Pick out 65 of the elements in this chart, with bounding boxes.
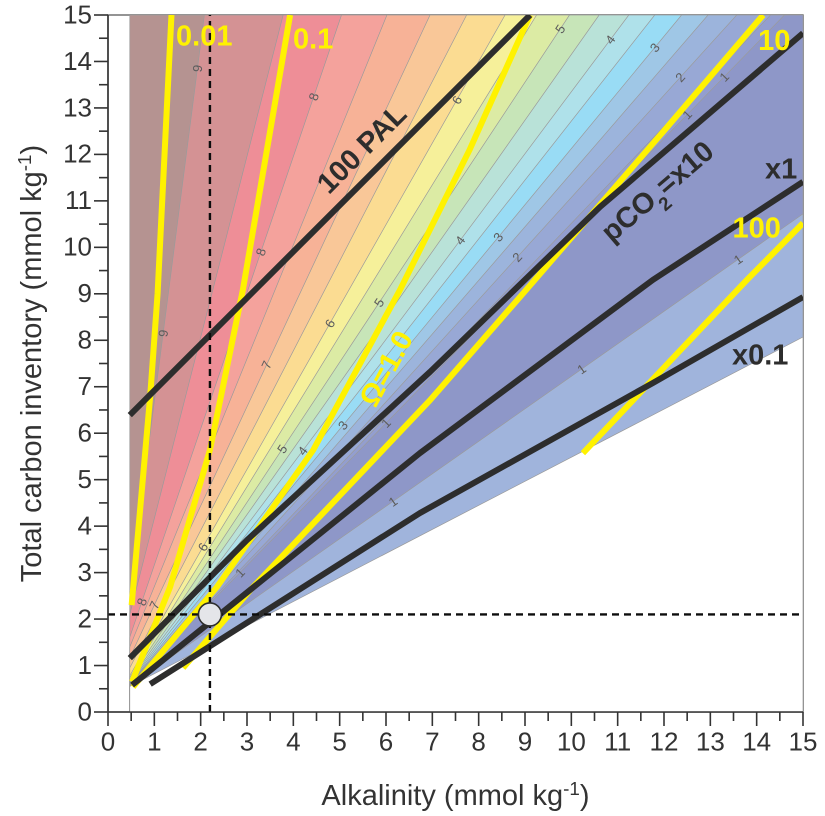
annotation: 0.01 <box>176 20 232 52</box>
x-axis-title: Alkalinity (mmol kg$^{-1}$) <box>321 778 590 812</box>
annotation: 6 <box>194 540 212 554</box>
annotation: 5 <box>370 296 388 310</box>
x-tick-label: 13 <box>696 726 725 756</box>
annotation: 4 <box>602 32 618 48</box>
annotation: 8 <box>306 90 322 103</box>
annotation: 0.1 <box>293 24 334 56</box>
x-tick-label: 1 <box>147 726 162 756</box>
y-tick-label: 1 <box>78 650 92 680</box>
x-tick-label: 8 <box>471 726 486 756</box>
annotation: 10 <box>758 24 790 57</box>
y-tick-label: 2 <box>78 603 92 634</box>
y-tick-label: 8 <box>78 324 92 355</box>
y-tick-label: 13 <box>63 92 92 122</box>
annotation: 1 <box>386 493 400 510</box>
y-tick-label: 10 <box>63 232 92 262</box>
annotation: 2 <box>672 70 688 86</box>
annotation: 5 <box>552 22 569 36</box>
x-tick-label: 0 <box>100 726 116 756</box>
annotation: 1 <box>716 69 732 85</box>
x-tick-label: 3 <box>240 726 254 756</box>
annotation: 9 <box>190 64 206 73</box>
annotation: 9 <box>155 328 172 338</box>
annotation: x0.1 <box>732 340 788 372</box>
y-tick-label: 4 <box>78 510 92 540</box>
annotation: 4 <box>294 444 311 458</box>
annotation: 1 <box>378 415 394 431</box>
y-tick-label: 3 <box>78 556 92 587</box>
y-tick-label: 7 <box>78 371 92 402</box>
x-tick-label: 4 <box>286 726 301 756</box>
x-tick-label: 2 <box>193 726 208 756</box>
x-tick-label: 5 <box>332 726 347 756</box>
annotation: 100 <box>732 212 781 244</box>
y-tick-label: 11 <box>65 185 92 216</box>
annotation: 3 <box>490 230 506 245</box>
x-tick-label: 9 <box>518 726 532 756</box>
annotation: 3 <box>334 418 352 433</box>
annotation: 5 <box>274 442 291 456</box>
annotation: 1 <box>232 564 248 580</box>
x-tick-label: 15 <box>788 726 818 756</box>
annotation: 1 <box>730 251 746 268</box>
y-tick-label: 6 <box>78 418 92 448</box>
annotation: 2 <box>509 249 526 265</box>
x-tick-label: 11 <box>604 726 632 756</box>
annotation: 7 <box>258 358 275 372</box>
x-tick-label: 7 <box>425 726 440 756</box>
annotation: 8 <box>252 246 270 258</box>
y-tick-label: 9 <box>78 278 92 308</box>
y-tick-label: 5 <box>78 464 92 494</box>
y-tick-label: 0 <box>78 696 92 726</box>
annotation: x1 <box>765 154 798 186</box>
x-tick-label: 12 <box>650 726 678 756</box>
y-tick-label: 14 <box>63 46 92 76</box>
annotation: 6 <box>322 316 338 330</box>
x-tick-label: 10 <box>556 726 586 756</box>
y-tick-label: 15 <box>63 0 92 30</box>
x-tick-label: 14 <box>742 726 772 756</box>
y-tick-label: 12 <box>63 138 92 169</box>
annotation: 1 <box>679 106 696 122</box>
annotation: 4 <box>452 233 468 248</box>
annotation: 3 <box>646 40 663 56</box>
annotation: 1 <box>574 360 589 378</box>
x-tick-label: 6 <box>378 726 394 756</box>
annotation: 6 <box>448 93 466 107</box>
